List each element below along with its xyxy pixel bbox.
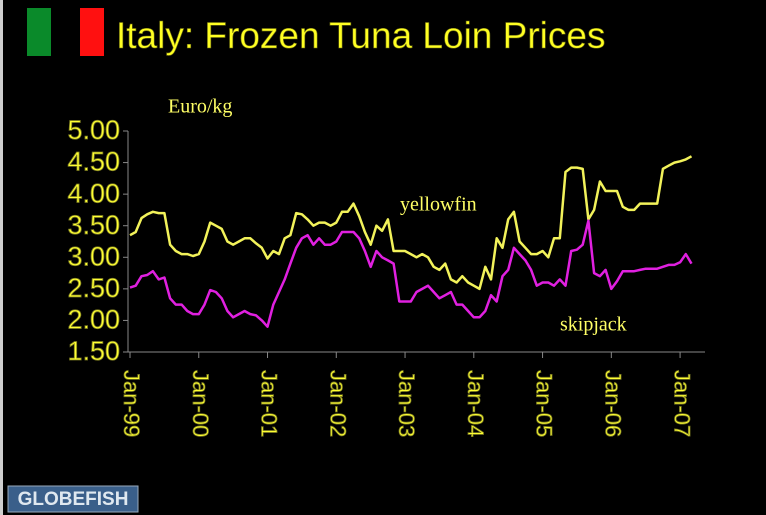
x-tick-label: Jan-04	[463, 370, 488, 437]
y-tick-label: 1.50	[67, 336, 120, 366]
logo: GLOBEFISH	[18, 489, 129, 510]
flag-red	[80, 8, 104, 56]
y-tick-label: 2.00	[67, 305, 120, 335]
series-label: skipjack	[560, 314, 627, 336]
y-tick-label: 3.00	[67, 241, 120, 271]
y-tick-label: 2.50	[67, 273, 120, 303]
series-line	[129, 155, 693, 291]
y-tick-label: 5.00	[67, 115, 120, 145]
y-tick-label: 4.50	[67, 147, 120, 177]
series-label: yellowfin	[400, 194, 477, 216]
x-tick-label: Jan-99	[119, 370, 144, 437]
chart-title: Italy: Frozen Tuna Loin Prices	[116, 15, 605, 56]
x-tick-label: Jan-02	[325, 370, 350, 437]
logo-box	[7, 485, 139, 513]
x-tick-label: Jan-01	[257, 370, 282, 437]
y-tick-label: 3.50	[67, 210, 120, 240]
y-tick-label: 4.00	[67, 178, 120, 208]
flag-green	[27, 8, 51, 56]
left-edge	[0, 0, 3, 515]
series-line	[129, 219, 693, 328]
flag-white	[51, 8, 75, 56]
x-tick-label: Jan-03	[394, 370, 419, 437]
x-tick-label: Jan-00	[188, 370, 213, 437]
x-tick-label: Jan-07	[669, 370, 694, 437]
y-axis-label: Euro/kg	[168, 96, 232, 118]
x-tick-label: Jan-06	[601, 370, 626, 437]
x-tick-label: Jan-05	[532, 370, 557, 437]
